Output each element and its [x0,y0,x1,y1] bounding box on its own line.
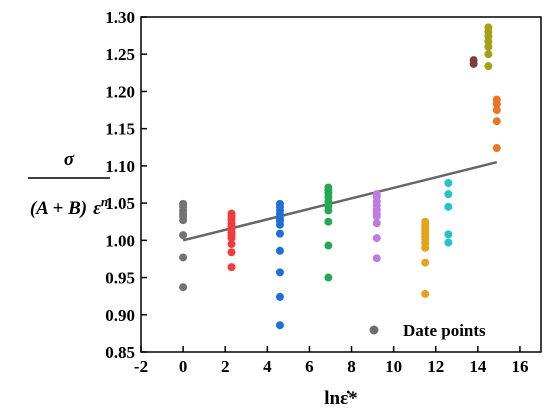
y-axis-title-numerator: σ [64,149,75,170]
y-axis-title-denominator-epsilon: ε [93,198,101,219]
x-tick-label: 14 [469,357,487,376]
data-point [421,217,430,226]
x-tick-label: 8 [347,357,356,376]
data-point [372,234,381,243]
data-point [324,241,333,250]
x-tick-label: 0 [179,357,188,376]
data-point [444,202,453,211]
y-tick-label: 1.15 [105,120,135,139]
data-points [179,23,501,330]
y-tick-label: 1.30 [105,8,135,27]
data-point [484,50,493,59]
x-tick-label: 6 [305,357,314,376]
data-point [444,179,453,188]
y-axis-title-denominator-main: (A + B) [30,198,87,219]
data-point [227,240,236,249]
data-point [324,183,333,192]
x-axis-title: lnε̇* [324,388,357,409]
x-tick-label: 4 [263,357,272,376]
y-tick-label: 0.95 [105,269,135,288]
data-point [179,199,188,208]
data-point [275,268,284,277]
x-tick-label: 10 [385,357,402,376]
data-point [444,238,453,247]
y-axis-title-denominator-superscript: n [101,194,108,209]
data-point [492,117,501,126]
legend-marker [369,325,379,335]
axis-ticks: -2 0 2 4 6 8 10 12 14 16 0.85 0.90 0.95 1.00 1.05 1.10 1… [105,8,528,376]
data-point [492,95,501,104]
data-point [469,56,478,65]
data-point [275,292,284,301]
plot-border [140,16,542,353]
legend: Date points [369,321,486,340]
y-tick-label: 1.20 [105,82,135,101]
data-point [227,248,236,257]
data-point [421,289,430,298]
data-point [275,321,284,330]
data-point [372,254,381,263]
y-tick-label: 1.25 [105,45,135,64]
data-point [421,258,430,267]
x-tick-label: -2 [134,357,148,376]
data-point [179,253,188,262]
data-point [179,231,188,240]
data-point [275,246,284,255]
data-point [372,219,381,228]
data-point [492,106,501,115]
y-tick-label: 1.10 [105,157,135,176]
y-tick-label: 1.00 [105,231,135,250]
x-tick-label: 2 [221,357,230,376]
plot-frame [140,16,542,353]
legend-label: Date points [403,321,486,340]
data-point [484,62,493,71]
data-point [275,199,284,208]
y-tick-label: 0.90 [105,306,135,325]
x-tick-label: 16 [511,357,528,376]
y-axis-title: σ (A + B) εn [28,149,110,219]
fit-line [182,160,498,242]
data-point [324,217,333,226]
y-tick-label: 0.85 [105,343,135,362]
data-point [179,283,188,292]
data-point [372,190,381,199]
data-point [444,190,453,199]
data-point [444,230,453,239]
data-point [275,229,284,238]
y-tick-label: 1.05 [105,194,135,213]
data-point [227,209,236,218]
data-point [484,23,493,32]
data-point [227,263,236,272]
data-point [324,273,333,282]
y-axis-title-denominator: (A + B) εn [30,194,108,219]
fit-line-layer [182,160,498,242]
x-tick-label: 12 [427,357,444,376]
data-point [492,144,501,153]
